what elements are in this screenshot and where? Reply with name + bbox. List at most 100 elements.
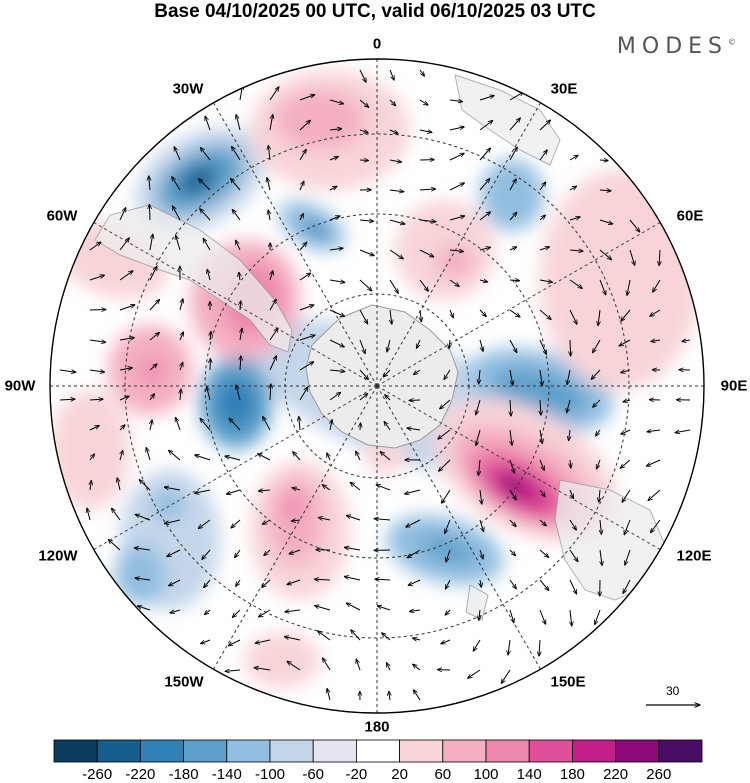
positive-anomaly: [275, 90, 365, 150]
negative-anomaly: [420, 536, 476, 564]
wind-arrow: [329, 248, 343, 250]
wind-arrow: [405, 489, 421, 494]
wind-arrow: [359, 249, 374, 256]
wind-arrow: [289, 549, 301, 554]
wind-arrow: [176, 417, 181, 431]
wind-arrow: [569, 250, 583, 251]
wind-arrow: [406, 519, 421, 527]
wind-arrow: [259, 490, 271, 491]
wind-arrow: [408, 579, 421, 585]
wind-arrow: [149, 300, 160, 311]
wind-arrow: [236, 115, 241, 131]
wind-arrow: [119, 396, 129, 401]
wind-arrow: [299, 95, 315, 101]
wind-arrow: [468, 669, 481, 678]
africa: [454, 74, 561, 166]
wind-arrow: [629, 249, 635, 265]
wind-arrow: [359, 394, 368, 401]
wind-arrow: [351, 630, 361, 641]
wind-arrow: [389, 129, 398, 134]
latitude-circle: [204, 213, 550, 559]
wind-arrow: [240, 356, 241, 371]
wind-arrow: [389, 69, 394, 80]
wind-arrow: [232, 609, 241, 617]
lon-label-60e: 60E: [676, 207, 704, 225]
wind-arrow: [479, 179, 490, 191]
wind-arrow: [172, 206, 181, 221]
wind-arrow: [356, 451, 361, 461]
wind-arrow: [200, 148, 211, 161]
wind-arrow: [207, 269, 210, 281]
wind-arrow: [591, 369, 601, 379]
wind-arrow: [225, 456, 241, 461]
wind-arrow: [389, 249, 403, 259]
wind-arrow: [375, 579, 391, 580]
wind-arrow: [329, 309, 345, 316]
colorbar-tick-label: -100: [254, 766, 286, 783]
wind-arrow: [299, 181, 304, 191]
wind-arrow: [229, 418, 241, 431]
wind-arrow: [389, 219, 405, 224]
colorbar-tick-label: 100: [473, 766, 499, 783]
wind-arrow: [59, 399, 75, 400]
wind-arrow: [346, 515, 361, 521]
wind-arrow: [350, 482, 361, 491]
wind-arrow: [89, 399, 103, 400]
wind-arrow: [270, 271, 273, 281]
wind-arrow: [620, 459, 631, 468]
wind-arrow: [441, 639, 451, 644]
wind-arrow: [228, 639, 241, 646]
wind-arrow: [135, 514, 151, 521]
wind-arrow: [164, 487, 181, 491]
wind-arrow: [569, 155, 578, 161]
wind-arrow: [117, 478, 121, 491]
wind-arrow: [359, 220, 374, 221]
wind-arrow: [509, 549, 516, 556]
wind-arrow: [509, 309, 520, 317]
reference-vector-label: 30: [666, 684, 680, 698]
wind-arrow: [149, 205, 150, 221]
wind-arrow: [180, 389, 181, 401]
wind-arrow: [299, 242, 307, 251]
colorbar-tick-label: -20: [345, 766, 368, 783]
wind-arrow: [619, 339, 631, 346]
wind-arrow: [270, 384, 271, 401]
wind-arrow: [149, 266, 157, 281]
wind-arrow: [599, 489, 600, 502]
meridian-line: [213, 102, 378, 387]
positive-anomaly: [540, 170, 700, 390]
colorbar-tick-label: 220: [603, 766, 629, 783]
wind-arrow: [413, 664, 421, 671]
wind-arrow: [235, 549, 241, 558]
wind-arrow: [240, 328, 242, 341]
wind-arrow: [539, 609, 546, 624]
wind-arrow: [195, 489, 211, 493]
wind-arrow: [539, 639, 540, 656]
wind-arrow: [329, 157, 338, 161]
wind-arrow: [344, 577, 361, 581]
wind-arrow: [268, 146, 270, 161]
wind-arrow: [629, 219, 640, 232]
wind-arrow: [149, 333, 159, 341]
wind-arrow: [180, 332, 183, 341]
wind-arrow: [539, 339, 546, 354]
wind-arrow: [569, 217, 580, 221]
wind-arrow: [269, 299, 276, 311]
wind-arrow: [539, 215, 545, 221]
lon-label-30w: 30W: [172, 80, 204, 98]
wind-arrow: [300, 214, 304, 221]
wind-arrow: [90, 481, 91, 491]
wind-arrow: [509, 459, 515, 473]
wind-arrow: [621, 309, 631, 321]
wind-arrow: [539, 459, 544, 470]
wind-arrow: [449, 216, 465, 221]
wind-arrow: [659, 249, 660, 266]
wind-arrow: [419, 220, 436, 222]
wind-arrow: [627, 279, 631, 295]
wind-arrow: [255, 639, 271, 643]
wind-arrow: [89, 426, 99, 431]
map-disk: [50, 59, 704, 713]
wind-arrow: [596, 429, 601, 436]
wind-arrow: [169, 579, 181, 586]
wind-arrow: [299, 149, 306, 161]
